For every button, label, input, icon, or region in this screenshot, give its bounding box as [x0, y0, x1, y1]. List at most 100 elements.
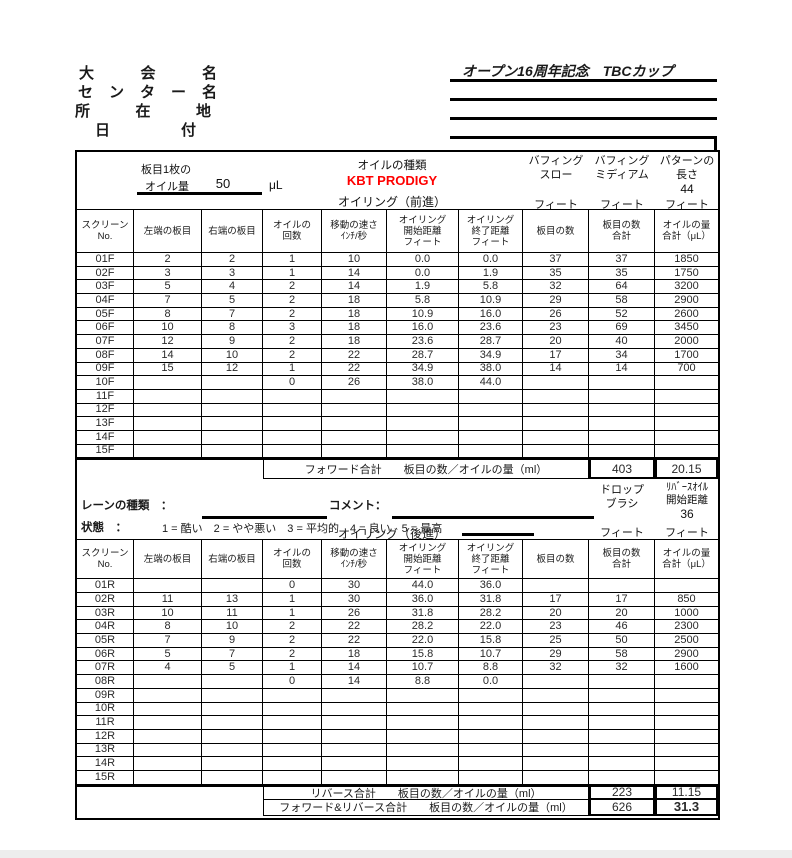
data-cell[interactable]: 2 [263, 348, 322, 363]
data-cell[interactable]: 5.8 [387, 294, 459, 308]
data-cell[interactable] [459, 444, 523, 459]
data-cell[interactable]: 17 [523, 348, 589, 363]
data-cell[interactable]: 3 [134, 266, 202, 281]
data-cell[interactable]: 15 [134, 362, 202, 377]
data-cell[interactable]: 17 [523, 593, 589, 607]
data-cell[interactable]: 14 [589, 362, 655, 377]
data-cell[interactable]: 13 [202, 593, 263, 607]
data-cell[interactable]: 10.7 [387, 661, 459, 676]
data-cell[interactable] [322, 702, 387, 717]
data-cell[interactable]: 40 [589, 335, 655, 349]
data-cell[interactable] [459, 688, 523, 703]
data-cell[interactable]: 26 [322, 376, 387, 390]
data-cell[interactable] [263, 743, 322, 758]
data-cell[interactable]: 15.8 [459, 634, 523, 648]
data-cell[interactable]: 64 [589, 280, 655, 295]
data-cell[interactable]: 20 [589, 606, 655, 621]
data-cell[interactable] [134, 688, 202, 703]
data-cell[interactable]: 22 [322, 620, 387, 635]
data-cell[interactable] [523, 389, 589, 404]
data-cell[interactable] [655, 579, 718, 593]
data-cell[interactable]: 35 [589, 266, 655, 281]
data-cell[interactable] [202, 770, 263, 785]
data-cell[interactable]: 4 [202, 280, 263, 295]
data-cell[interactable] [459, 770, 523, 785]
comment-underline[interactable] [392, 516, 594, 519]
data-cell[interactable] [459, 417, 523, 431]
data-cell[interactable] [263, 702, 322, 717]
data-cell[interactable]: 2 [263, 294, 322, 308]
data-cell[interactable]: 37 [589, 253, 655, 267]
data-cell[interactable] [202, 389, 263, 404]
data-cell[interactable] [134, 729, 202, 744]
data-cell[interactable] [322, 444, 387, 459]
data-cell[interactable]: 9 [202, 335, 263, 349]
data-cell[interactable]: 14 [523, 362, 589, 377]
data-cell[interactable]: 2 [202, 253, 263, 267]
data-cell[interactable] [263, 770, 322, 785]
data-cell[interactable]: 25 [523, 634, 589, 648]
data-cell[interactable]: 7 [202, 647, 263, 662]
data-cell[interactable]: 5.8 [459, 280, 523, 295]
data-cell[interactable] [523, 675, 589, 689]
data-cell[interactable]: 0.0 [387, 266, 459, 281]
data-cell[interactable]: 16.0 [459, 307, 523, 322]
data-cell[interactable]: 0 [263, 579, 322, 593]
data-cell[interactable]: 22.0 [387, 634, 459, 648]
data-cell[interactable]: 2900 [655, 648, 718, 662]
data-cell[interactable] [134, 430, 202, 445]
data-cell[interactable]: 1600 [655, 661, 718, 676]
data-cell[interactable]: 28.2 [459, 606, 523, 621]
data-cell[interactable] [322, 770, 387, 785]
data-cell[interactable] [589, 743, 655, 758]
data-cell[interactable]: 2 [263, 307, 322, 322]
condition-underline[interactable] [462, 533, 534, 536]
data-cell[interactable] [322, 389, 387, 404]
data-cell[interactable]: 8 [134, 307, 202, 322]
data-cell[interactable] [589, 376, 655, 390]
data-cell[interactable]: 700 [655, 363, 718, 377]
data-cell[interactable]: 16.0 [387, 321, 459, 336]
data-cell[interactable] [523, 376, 589, 390]
data-cell[interactable]: 34.9 [459, 348, 523, 363]
data-cell[interactable]: 22 [322, 348, 387, 363]
data-cell[interactable] [523, 579, 589, 593]
data-cell[interactable] [202, 729, 263, 744]
data-cell[interactable]: 2 [263, 620, 322, 635]
data-cell[interactable] [202, 675, 263, 689]
data-cell[interactable] [322, 430, 387, 445]
data-cell[interactable]: 5 [134, 280, 202, 295]
data-cell[interactable] [134, 403, 202, 418]
data-cell[interactable]: 2300 [655, 620, 718, 635]
data-cell[interactable]: 1 [263, 606, 322, 621]
data-cell[interactable] [134, 389, 202, 404]
data-cell[interactable]: 23.6 [387, 335, 459, 349]
data-cell[interactable] [134, 675, 202, 689]
data-cell[interactable] [134, 770, 202, 785]
data-cell[interactable] [523, 444, 589, 459]
data-cell[interactable]: 7 [202, 307, 263, 322]
data-cell[interactable] [655, 376, 718, 390]
data-cell[interactable]: 10.9 [459, 294, 523, 308]
center-name-underline[interactable] [450, 98, 717, 101]
data-cell[interactable] [589, 716, 655, 730]
board-oil-value[interactable]: 50 [215, 176, 231, 191]
data-cell[interactable] [655, 716, 718, 730]
data-cell[interactable]: 23 [523, 321, 589, 336]
data-cell[interactable] [387, 702, 459, 717]
data-cell[interactable]: 37 [523, 253, 589, 267]
data-cell[interactable] [387, 770, 459, 785]
data-cell[interactable]: 32 [523, 280, 589, 295]
data-cell[interactable]: 1700 [655, 349, 718, 363]
data-cell[interactable]: 14 [322, 280, 387, 295]
data-cell[interactable] [459, 389, 523, 404]
data-cell[interactable]: 18 [322, 307, 387, 322]
data-cell[interactable]: 2 [263, 647, 322, 662]
data-cell[interactable] [134, 743, 202, 758]
data-cell[interactable] [263, 444, 322, 459]
data-cell[interactable]: 35 [523, 266, 589, 281]
data-cell[interactable] [134, 417, 202, 431]
data-cell[interactable] [134, 702, 202, 717]
data-cell[interactable]: 46 [589, 620, 655, 635]
data-cell[interactable]: 2900 [655, 294, 718, 308]
